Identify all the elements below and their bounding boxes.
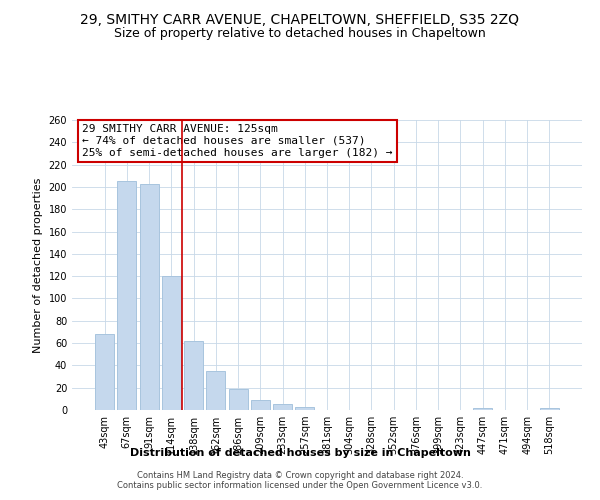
Bar — [206, 371, 225, 410]
Bar — [273, 404, 292, 410]
Y-axis label: Number of detached properties: Number of detached properties — [33, 178, 43, 352]
Bar — [473, 408, 492, 410]
Bar — [95, 334, 114, 410]
Text: 29, SMITHY CARR AVENUE, CHAPELTOWN, SHEFFIELD, S35 2ZQ: 29, SMITHY CARR AVENUE, CHAPELTOWN, SHEF… — [80, 12, 520, 26]
Bar — [140, 184, 158, 410]
Bar — [295, 406, 314, 410]
Bar — [229, 389, 248, 410]
Text: 29 SMITHY CARR AVENUE: 125sqm
← 74% of detached houses are smaller (537)
25% of : 29 SMITHY CARR AVENUE: 125sqm ← 74% of d… — [82, 124, 392, 158]
Bar — [540, 408, 559, 410]
Bar — [162, 276, 181, 410]
Text: Contains HM Land Registry data © Crown copyright and database right 2024.
Contai: Contains HM Land Registry data © Crown c… — [118, 470, 482, 490]
Bar — [118, 182, 136, 410]
Text: Size of property relative to detached houses in Chapeltown: Size of property relative to detached ho… — [114, 28, 486, 40]
Bar — [251, 400, 270, 410]
Bar — [184, 341, 203, 410]
Text: Distribution of detached houses by size in Chapeltown: Distribution of detached houses by size … — [130, 448, 470, 458]
